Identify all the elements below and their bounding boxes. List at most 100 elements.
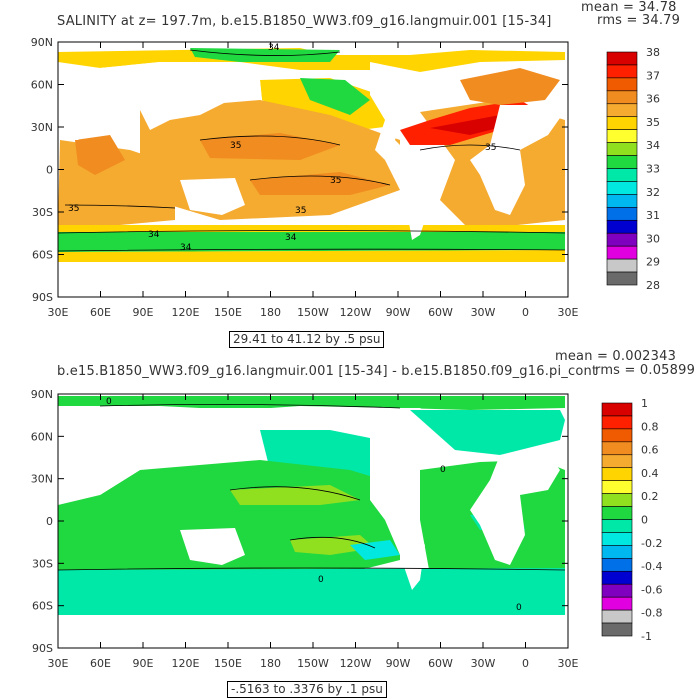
colorbar-swatch <box>601 428 633 443</box>
colorbar-swatch <box>606 271 638 286</box>
lon-label: 60E <box>90 306 111 319</box>
panel2-contour-label: 0 <box>516 603 522 613</box>
panel1-rms: rms = 34.79 <box>597 13 681 28</box>
lon-label: 30E <box>558 657 579 670</box>
colorbar-label: 0.4 <box>641 467 659 480</box>
lon-label: 180 <box>260 657 281 670</box>
colorbar-label: 32 <box>646 186 660 199</box>
lat-label: 30N <box>31 473 53 486</box>
lon-label: 120W <box>340 657 372 670</box>
colorbar-swatch <box>601 570 633 585</box>
colorbar-swatch <box>606 245 638 260</box>
lon-label: 150W <box>297 306 329 319</box>
lon-label: 90E <box>133 657 154 670</box>
lon-label: 90E <box>133 306 154 319</box>
lat-label: 60S <box>32 600 53 613</box>
colorbar-swatch <box>601 558 633 572</box>
colorbar-swatch <box>601 622 633 637</box>
lon-label: 60W <box>428 306 453 319</box>
colorbar-swatch <box>601 609 633 624</box>
colorbar-label: -0.2 <box>641 537 662 550</box>
lon-label: 30E <box>48 306 69 319</box>
lat-label: 0 <box>46 515 53 528</box>
lon-label: 30E <box>558 306 579 319</box>
lon-label: 180 <box>260 306 281 319</box>
colorbar-swatch <box>606 219 638 234</box>
colorbar-label: 30 <box>646 232 660 245</box>
lon-label: 150E <box>214 306 242 319</box>
colorbar-swatch <box>601 519 633 533</box>
panel2-lon-labels: 30E 60E 90E 120E 150E 180 150W 120W 90W 60W 30W 0 30… <box>48 657 579 670</box>
colorbar-swatch <box>601 506 633 520</box>
panel1-contour-label: 34 <box>180 243 192 253</box>
colorbar-label: 37 <box>646 69 660 82</box>
panel1-range: 29.41 to 41.12 by .5 psu <box>229 331 385 348</box>
colorbar-swatch <box>606 103 638 118</box>
panel2-title: b.e15.B1850_WW3.f09_g16.langmuir.001 [15… <box>57 364 598 379</box>
panel1-contour-label: 35 <box>68 204 79 214</box>
panel1-contour-label: 35 <box>295 206 306 216</box>
panel2-contour-label: 0 <box>106 397 112 407</box>
colorbar-swatch <box>601 596 633 611</box>
colorbar-label: 38 <box>646 46 660 59</box>
colorbar-swatch <box>606 155 638 169</box>
colorbar-swatch <box>606 207 638 221</box>
colorbar-label: 0 <box>641 514 648 527</box>
colorbar-swatch <box>606 194 638 208</box>
lat-label: 90S <box>32 642 53 655</box>
panel1-lon-labels: 30E 60E 90E 120E 150E 180 150W 120W 90W 60W 30W 0 30… <box>48 306 579 319</box>
colorbar-swatch <box>606 77 638 92</box>
colorbar-swatch <box>601 583 633 598</box>
colorbar-label: -0.6 <box>641 583 662 596</box>
colorbar-label: 35 <box>646 116 660 129</box>
panel1-mean: mean = 34.78 <box>581 0 677 15</box>
lat-label: 90S <box>32 291 53 304</box>
lat-label: 30S <box>32 557 53 570</box>
colorbar-swatch <box>606 181 638 195</box>
colorbar-label: 0.2 <box>641 490 659 503</box>
colorbar-swatch <box>601 441 633 456</box>
colorbar-swatch <box>601 493 633 507</box>
lon-label: 30W <box>471 306 496 319</box>
panel2-lat-labels: 90N 60N 30N 0 30S 60S 90S <box>31 388 53 655</box>
colorbar-swatch <box>601 454 633 469</box>
colorbar-swatch <box>606 232 638 247</box>
lon-label: 60W <box>428 657 453 670</box>
panel1-map: 34 35 35 35 35 34 34 34 35 <box>58 42 568 297</box>
panel1-contour-label: 34 <box>285 233 297 243</box>
panel2-contour-label: 0 <box>318 575 324 585</box>
colorbar-swatch <box>606 64 638 79</box>
colorbar-label: -0.8 <box>641 607 662 620</box>
panel2-colorbar: 1 0.8 0.6 0.4 0.2 0 -0.2 -0.4 -0.6 -0.8 -1 <box>601 397 662 643</box>
lon-label: 0 <box>522 657 529 670</box>
lon-label: 150W <box>297 657 329 670</box>
colorbar-swatch <box>601 480 633 494</box>
panel2-range: -.5163 to .3376 by .1 psu <box>227 681 387 698</box>
panel1-contour-label: 35 <box>230 141 241 151</box>
lat-label: 0 <box>46 164 53 177</box>
colorbar-label: 33 <box>646 163 660 176</box>
colorbar-swatch <box>601 402 633 417</box>
colorbar-swatch <box>601 545 633 559</box>
lon-label: 30W <box>471 657 496 670</box>
lat-label: 60N <box>31 430 53 443</box>
lat-label: 30N <box>31 121 53 134</box>
panel1-contour-label: 34 <box>148 230 160 240</box>
lat-label: 30S <box>32 206 53 219</box>
lat-label: 60S <box>32 249 53 262</box>
colorbar-swatch <box>601 415 633 430</box>
panel1-contour-label: 35 <box>485 143 496 153</box>
colorbar-label: 28 <box>646 279 660 292</box>
lon-label: 90W <box>386 306 411 319</box>
panel2-contour-label: 0 <box>440 465 446 475</box>
lon-label: 150E <box>214 657 242 670</box>
colorbar-label: 29 <box>646 256 660 269</box>
panel2-rms: rms = 0.05899 <box>595 363 696 378</box>
colorbar-swatch <box>606 258 638 273</box>
colorbar-label: -1 <box>641 630 652 643</box>
panel1-ticks <box>57 41 569 298</box>
colorbar-label: 36 <box>646 93 660 106</box>
colorbar-swatch <box>606 142 638 156</box>
lon-label: 60E <box>90 657 111 670</box>
lat-label: 90N <box>31 388 53 401</box>
